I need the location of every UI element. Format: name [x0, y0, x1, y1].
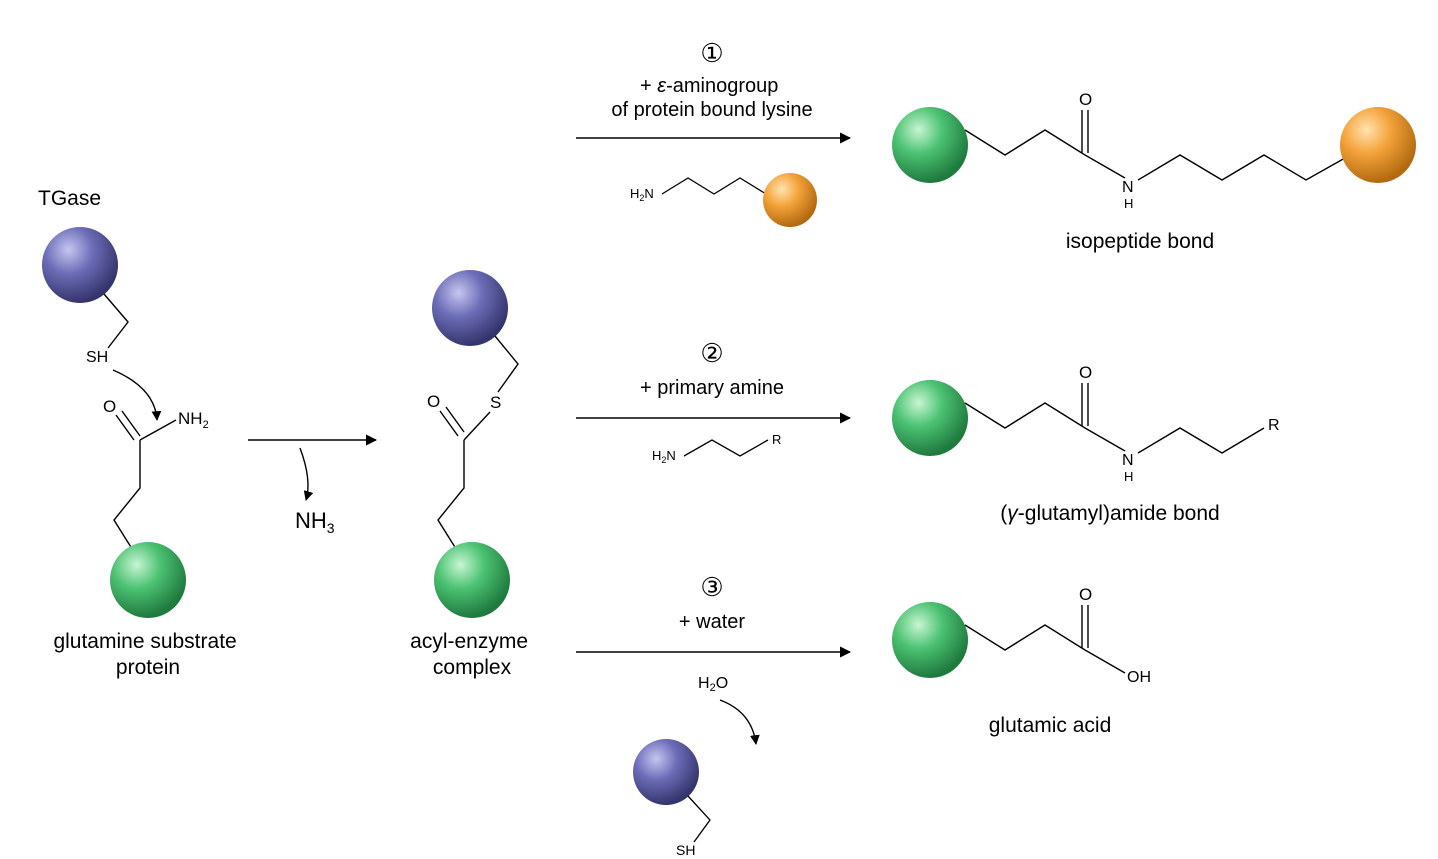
acyl-chain — [438, 440, 464, 552]
acyl-enzyme-label: acyl-enzyme complex — [410, 630, 534, 679]
regen-curve — [720, 700, 756, 744]
amine-r: R — [772, 432, 781, 447]
p3-o: O — [1079, 585, 1092, 604]
o-label-1: O — [103, 397, 116, 416]
lys-orange-sphere — [763, 173, 817, 227]
p1-h: H — [1124, 196, 1133, 211]
h2n-lys: H2N — [630, 186, 654, 203]
glutamine-substrate-group: TGase SH O NH2 glutamine substrate prote… — [38, 187, 243, 679]
rxn1-text: + ε-aminogroup of protein bound lysine — [611, 75, 812, 121]
sh-label-1: SH — [86, 349, 108, 366]
lys-chain — [662, 178, 766, 194]
acyl-enzyme-group: S O acyl-enzyme complex — [410, 270, 534, 679]
regen-purple — [633, 739, 699, 805]
acyl-green-sphere — [434, 542, 510, 618]
p2-h: H — [1124, 469, 1133, 484]
isopeptide-label: isopeptide bond — [1066, 230, 1214, 253]
p2-r: R — [1268, 417, 1280, 434]
tgase-sphere — [42, 227, 118, 303]
p1-cn — [1085, 155, 1125, 178]
p2-cn — [1085, 428, 1125, 451]
p2-o: O — [1079, 363, 1092, 382]
nh3-label: NH3 — [295, 508, 335, 536]
c-o-dbl-1a — [116, 415, 134, 440]
product-1-group: O N H isopeptide bond — [892, 90, 1416, 253]
p2-chain-left — [965, 403, 1085, 428]
p2-green — [892, 380, 968, 456]
p1-chain-left — [965, 130, 1085, 155]
circled-1: ① — [700, 38, 723, 68]
c-o-dbl-1b — [122, 411, 140, 436]
tgase-tail — [104, 294, 128, 348]
gln-chain — [114, 440, 140, 552]
p1-n: N — [1122, 179, 1134, 196]
p1-o: O — [1079, 90, 1092, 109]
s-label: S — [490, 393, 501, 412]
product-3-group: O OH glutamic acid — [892, 585, 1151, 737]
gln-green-sphere — [110, 542, 186, 618]
p3-chain — [965, 625, 1085, 650]
gamma-glutamyl-label: (γ-glutamyl)amide bond — [1000, 502, 1219, 525]
c-nh2 — [140, 420, 176, 440]
acyl-purple-tail — [495, 336, 518, 392]
nh2-label: NH2 — [178, 409, 209, 431]
regen-tail — [688, 796, 710, 842]
reaction-3-group: ③ + water H2O SH — [576, 572, 850, 858]
circled-3: ③ — [700, 572, 723, 602]
p2-n: N — [1122, 452, 1134, 469]
acyl-purple-sphere — [432, 270, 508, 346]
p3-c-oh — [1085, 650, 1125, 673]
regen-sh: SH — [676, 842, 695, 858]
product-2-group: O N H R (γ-glutamyl)amide bond — [892, 363, 1280, 525]
tgase-label: TGase — [38, 187, 101, 210]
step1-arrow-group: NH3 — [248, 440, 376, 536]
attack-arrow — [113, 370, 157, 420]
p1-chain-right — [1138, 155, 1345, 180]
reaction-diagram: TGase SH O NH2 glutamine substrate prote… — [0, 0, 1438, 859]
rxn3-text: + water — [679, 611, 745, 633]
acyl-c-o-a — [440, 411, 458, 436]
p3-green — [892, 602, 968, 678]
p1-orange — [1340, 107, 1416, 183]
o-label-2: O — [427, 392, 440, 411]
acyl-c-s — [464, 412, 490, 440]
glutamine-substrate-label: glutamine substrate protein — [53, 630, 242, 679]
reaction-1-group: ① + ε-aminogroup of protein bound lysine… — [576, 38, 850, 227]
rxn2-text: + primary amine — [640, 377, 784, 399]
reaction-2-group: ② + primary amine H2N R — [576, 338, 850, 465]
circled-2: ② — [700, 338, 723, 368]
p2-chain-right — [1138, 428, 1264, 453]
amine-chain — [684, 440, 768, 456]
p3-oh: OH — [1127, 669, 1151, 686]
h2n-amine: H2N — [652, 448, 676, 465]
acyl-c-o-b — [446, 407, 464, 432]
nh3-curve — [300, 448, 308, 500]
glutamic-acid-label: glutamic acid — [989, 714, 1112, 737]
p1-green — [892, 107, 968, 183]
h2o-label: H2O — [698, 675, 728, 694]
